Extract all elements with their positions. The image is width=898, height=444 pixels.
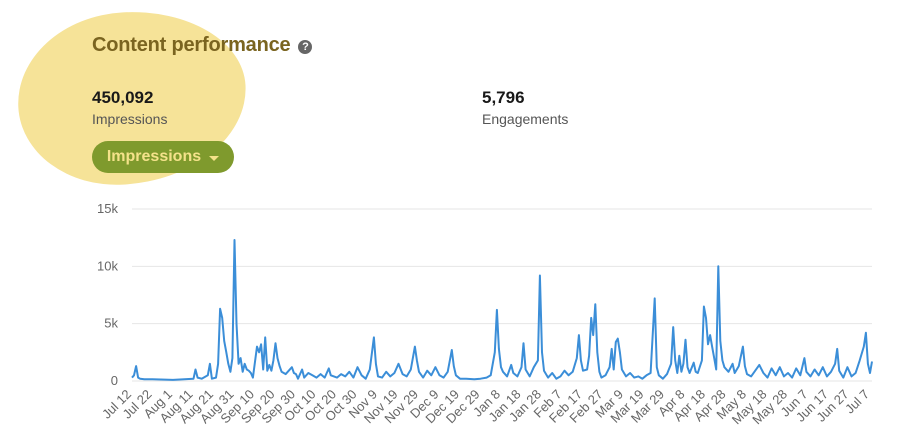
section-title: Content performance (92, 34, 291, 56)
dropdown-label: Impressions (106, 148, 202, 165)
impressions-label: Impressions (92, 111, 168, 127)
y-tick-label: 0 (111, 373, 118, 388)
engagements-label: Engagements (482, 111, 569, 127)
section-header: Content performance ? (92, 34, 313, 57)
series-line (131, 239, 873, 381)
metric-dropdown[interactable]: Impressions (92, 141, 234, 173)
y-tick-label: 5k (104, 316, 118, 331)
impressions-value: 450,092 (92, 88, 154, 107)
y-tick-label: 15k (97, 201, 118, 216)
impressions-metric: 450,092 Impressions (92, 88, 167, 127)
caret-down-icon (209, 155, 220, 161)
engagements-metric: 5,796 Engagements (482, 88, 568, 127)
y-tick-label: 10k (97, 258, 118, 273)
engagements-value: 5,796 (482, 88, 525, 107)
help-icon[interactable]: ? (298, 39, 313, 54)
x-tick-label: Jul 7 (842, 387, 872, 417)
